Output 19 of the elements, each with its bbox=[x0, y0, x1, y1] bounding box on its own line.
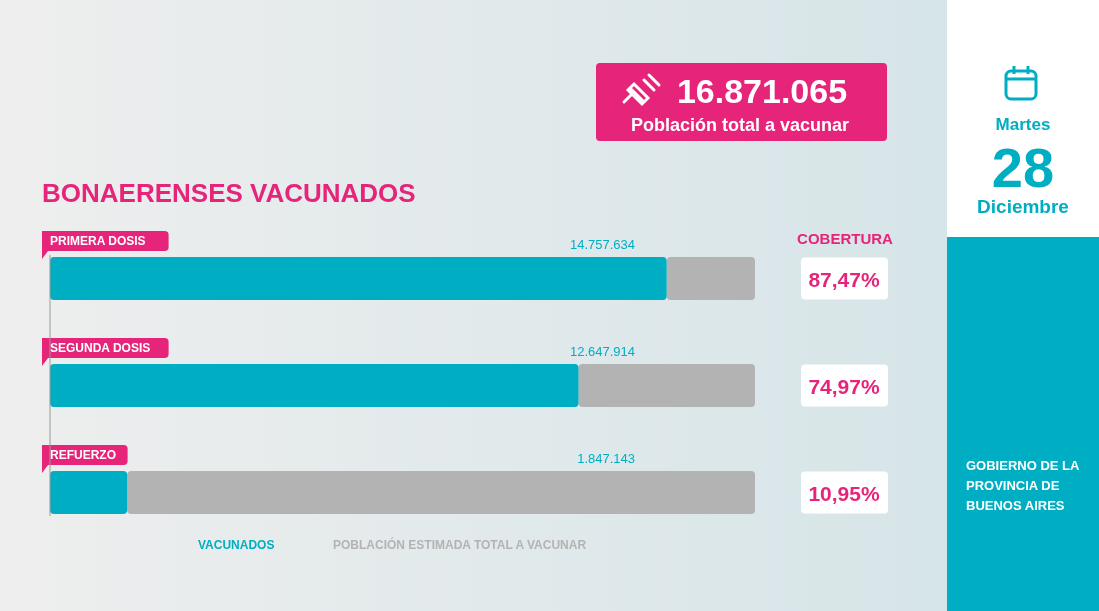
text: Martes bbox=[995, 115, 1051, 134]
text: GOBIERNO DE LA PROVINCIA DE BUENOS AIRES bbox=[966, 458, 1081, 513]
text: 16.871.065 bbox=[676, 72, 848, 110]
text: 10,95% bbox=[808, 481, 880, 505]
y-tick-label: PRIMERA DOSIS bbox=[50, 234, 146, 248]
text: 87,47% bbox=[808, 267, 880, 291]
y-tick-label: SEGUNDA DOSIS bbox=[50, 341, 151, 355]
annotation: 1.847.143 bbox=[577, 451, 635, 466]
text: 74,97% bbox=[808, 374, 880, 398]
annotation: 12.647.914 bbox=[569, 344, 635, 359]
chart-subtitle: BONAERENSES VACUNADOS bbox=[42, 178, 416, 208]
text: VACUNADOS bbox=[198, 538, 275, 552]
text: 14.757.634 bbox=[569, 237, 635, 252]
text: Diciembre bbox=[977, 196, 1069, 217]
series-label: POBLACIÓN ESTIMADA TOTAL A VACUNAR bbox=[333, 537, 587, 552]
y-tick-label: REFUERZO bbox=[50, 448, 116, 462]
text: 28 bbox=[991, 136, 1055, 199]
text: COBERTURA bbox=[797, 230, 894, 247]
text: Población total a vacunar bbox=[630, 115, 850, 135]
